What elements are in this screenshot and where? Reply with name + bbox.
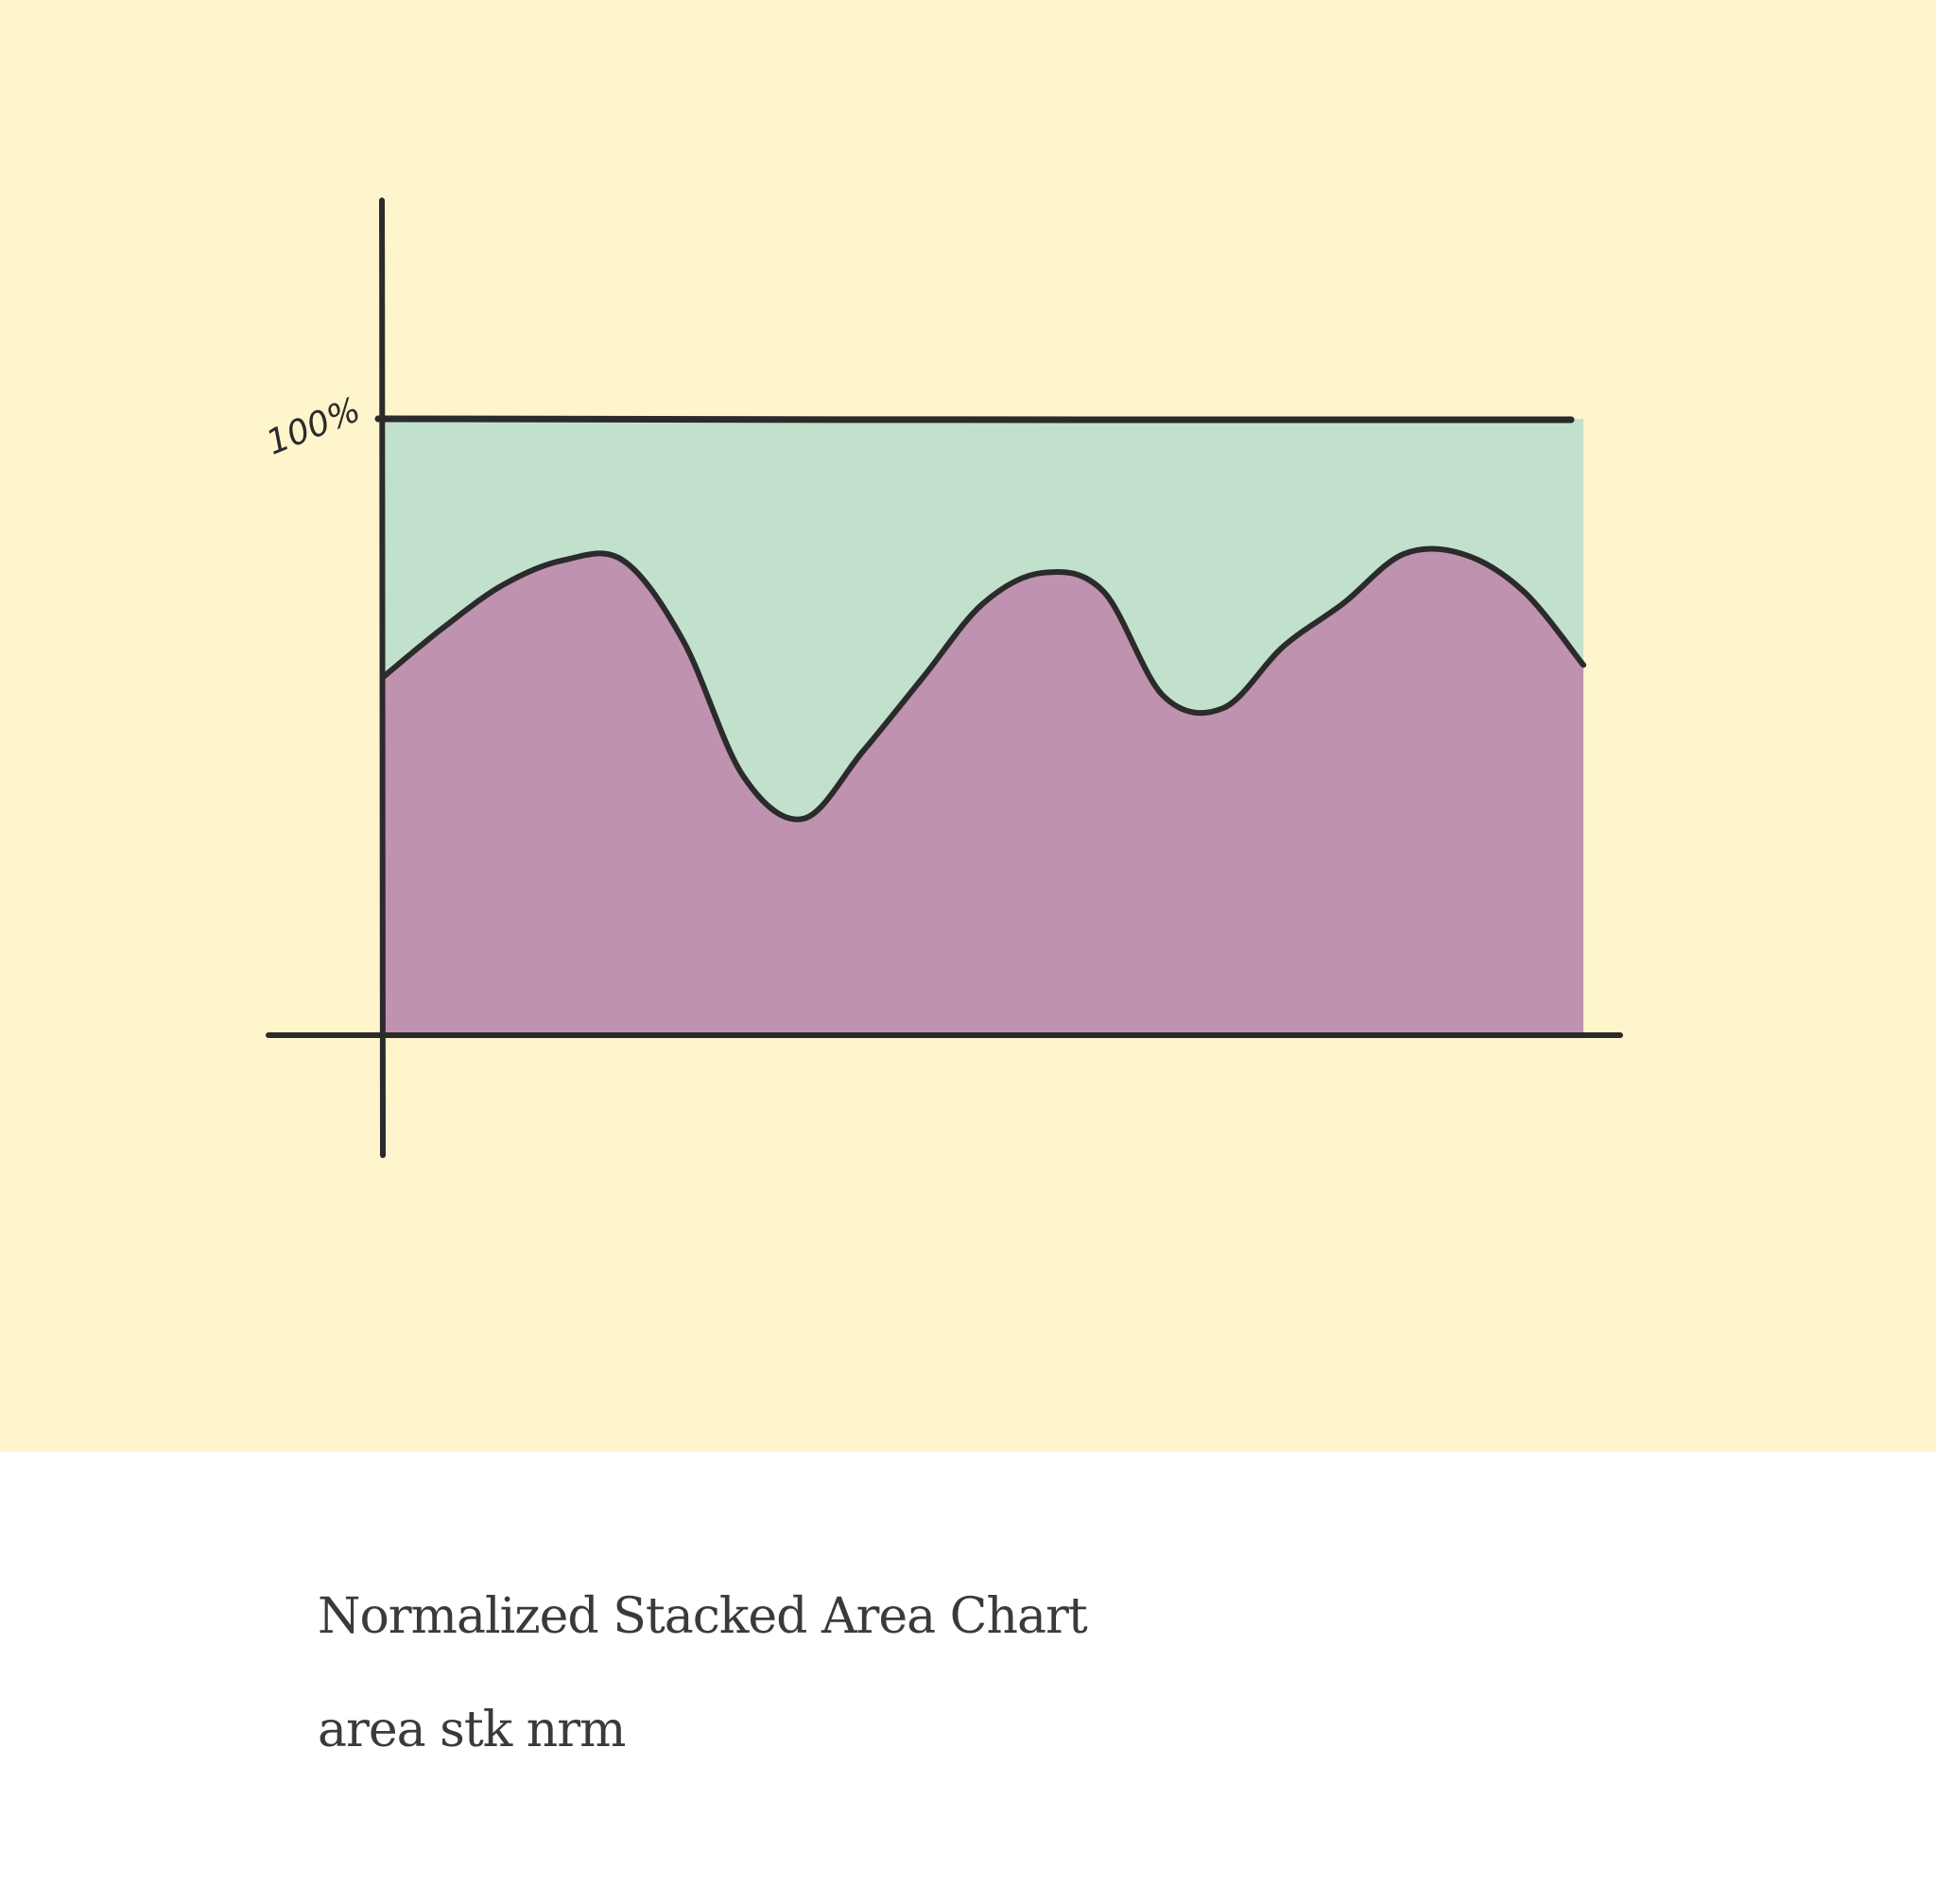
series-boundary-line (380, 545, 1586, 822)
chart-illustration: 100% (0, 0, 1936, 1452)
chart-canvas: 100% (261, 198, 1623, 1158)
caption-title: Normalized Stacked Area Chart (318, 1588, 1088, 1645)
caption-subtitle: area stk nrm (318, 1702, 626, 1758)
area-series-2 (383, 419, 1583, 820)
y-tick-label-100: 100% (261, 390, 366, 463)
top-100-percent-line (374, 415, 1575, 424)
y-axis-line (379, 198, 386, 1158)
x-axis-line (266, 1031, 1623, 1039)
caption: Normalized Stacked Area Chart area stk n… (318, 1588, 1088, 1758)
area-series-1 (383, 548, 1583, 1034)
